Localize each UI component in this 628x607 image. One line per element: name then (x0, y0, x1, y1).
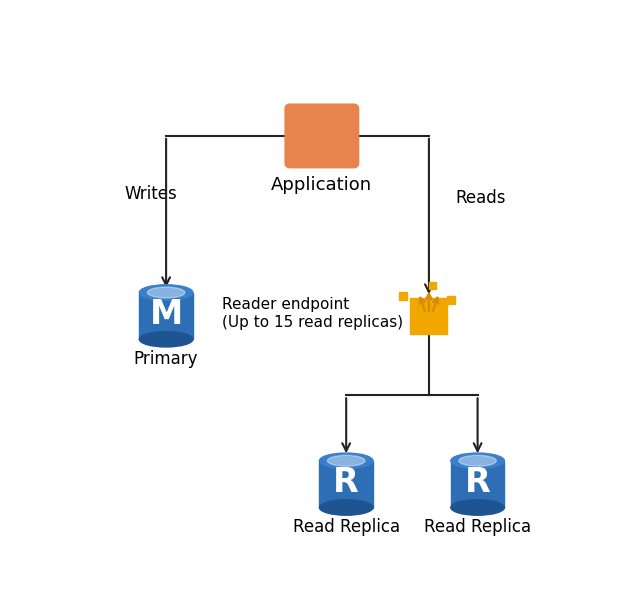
Ellipse shape (327, 455, 365, 466)
FancyBboxPatch shape (284, 103, 359, 168)
Bar (451, 461, 504, 507)
Text: R: R (465, 466, 490, 499)
Ellipse shape (139, 285, 193, 300)
Bar (399, 293, 407, 300)
Text: Application: Application (271, 176, 372, 194)
Ellipse shape (459, 455, 496, 466)
Ellipse shape (451, 453, 504, 469)
Ellipse shape (148, 287, 185, 298)
Text: Reader endpoint
(Up to 15 read replicas): Reader endpoint (Up to 15 read replicas) (222, 297, 404, 330)
Text: Read Replica: Read Replica (293, 518, 400, 536)
Text: M: M (149, 297, 183, 331)
Ellipse shape (139, 331, 193, 347)
Text: Writes: Writes (125, 185, 178, 203)
Bar (429, 282, 436, 290)
Ellipse shape (320, 500, 373, 515)
Bar (139, 293, 193, 339)
Text: Read Replica: Read Replica (424, 518, 531, 536)
Ellipse shape (320, 453, 373, 469)
Ellipse shape (451, 500, 504, 515)
Text: Reads: Reads (456, 189, 506, 207)
Bar (320, 461, 373, 507)
Bar (447, 296, 455, 304)
Text: R: R (333, 466, 359, 499)
Text: Primary: Primary (134, 350, 198, 367)
Bar (411, 298, 447, 334)
